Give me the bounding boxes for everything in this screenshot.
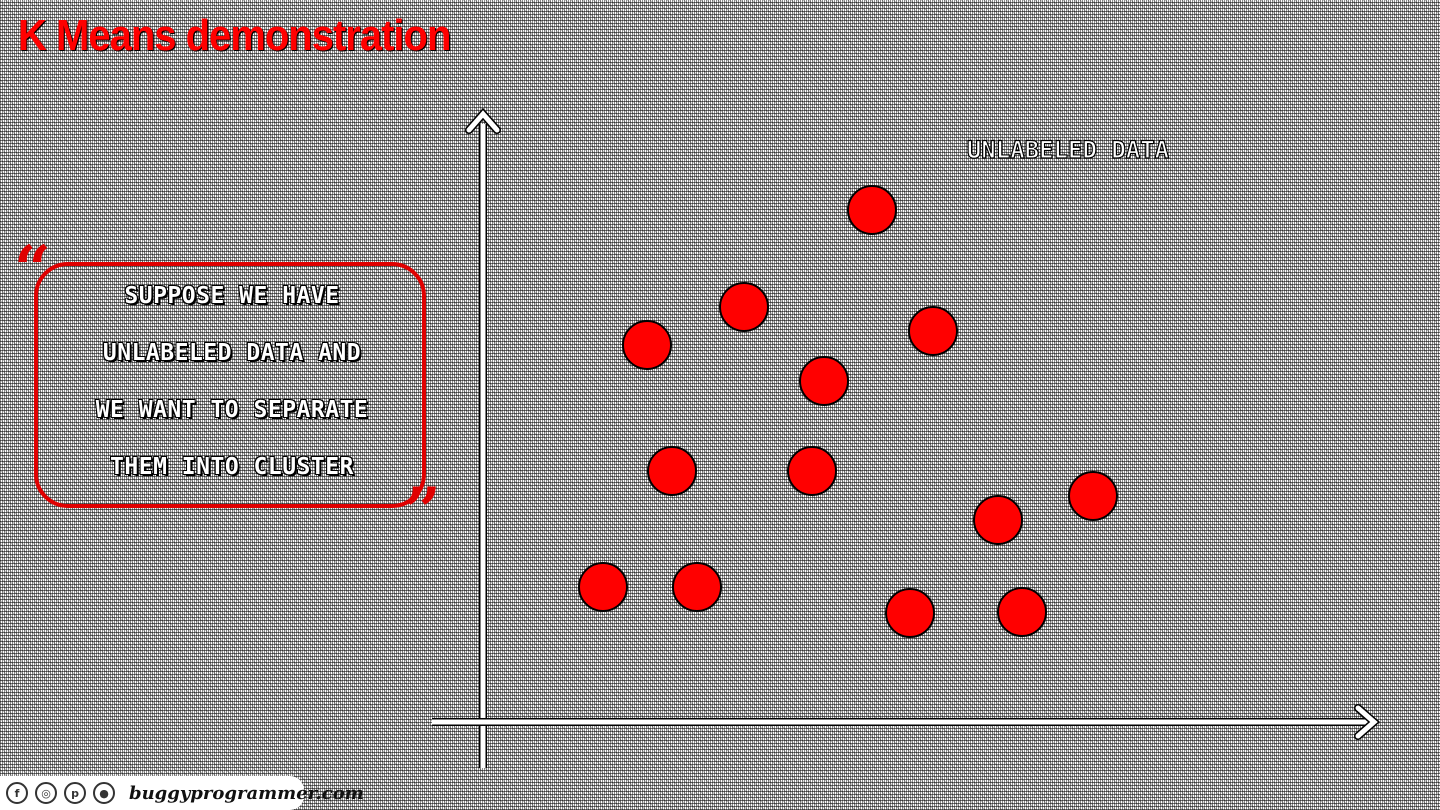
data-point [647, 446, 697, 496]
quote-text: SUPPOSE WE HAVE UNLABELED DATA AND WE WA… [44, 268, 420, 496]
data-point [973, 495, 1023, 545]
quote-line: THEM INTO CLUSTER [110, 454, 354, 480]
data-point [997, 587, 1047, 637]
data-point [1068, 471, 1118, 521]
data-point [719, 282, 769, 332]
data-point [908, 306, 958, 356]
data-point [622, 320, 672, 370]
quote-line: UNLABELED DATA AND [102, 340, 362, 366]
data-point [672, 562, 722, 612]
data-point [578, 562, 628, 612]
y-axis [465, 107, 501, 768]
quote-line: WE WANT TO SEPARATE [95, 397, 369, 423]
data-point [787, 446, 837, 496]
github-icon[interactable]: ● [93, 782, 115, 804]
data-points [578, 185, 1118, 638]
x-axis [432, 704, 1381, 740]
site-link[interactable]: buggyprogrammer.com [129, 782, 364, 804]
data-point [799, 356, 849, 406]
instagram-icon[interactable]: ◎ [35, 782, 57, 804]
social-links: f ◎ p ● [0, 782, 123, 804]
quote-box [34, 262, 426, 508]
close-quote-icon: ” [404, 474, 441, 549]
quote-line: SUPPOSE WE HAVE [124, 283, 340, 309]
pinterest-icon[interactable]: p [64, 782, 86, 804]
data-point [847, 185, 897, 235]
scatter-chart: UNLABELED DATA [432, 107, 1381, 768]
chart-label: UNLABELED DATA [967, 136, 1170, 164]
open-quote-icon: “ [14, 232, 51, 307]
footer-bar: f ◎ p ● buggyprogrammer.com [0, 776, 364, 810]
page-title: K Means demonstration [18, 12, 451, 60]
facebook-icon[interactable]: f [6, 782, 28, 804]
data-point [885, 588, 935, 638]
